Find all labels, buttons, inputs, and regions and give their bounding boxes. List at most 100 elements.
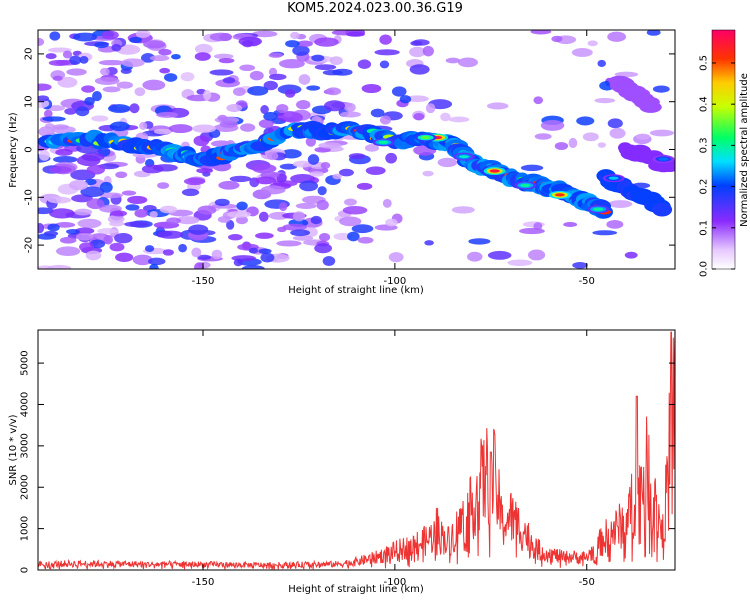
heatmap-noise-blob — [379, 115, 392, 125]
line-plot-background — [38, 330, 675, 570]
heatmap-noise-blob — [75, 106, 90, 117]
heatmap-noise-blob — [412, 39, 430, 46]
heatmap-noise-blob — [211, 249, 223, 260]
heatmap-noise-blob — [445, 57, 461, 64]
top-y-axis: -20 -10 0 10 20 — [24, 48, 675, 253]
heatmap-noise-blob — [652, 85, 670, 93]
heatmap-noise-blob — [157, 182, 170, 189]
heatmap-noise-layer — [38, 30, 675, 269]
x-tick-label: -150 — [192, 276, 215, 287]
heatmap-noise-blob — [239, 64, 256, 72]
heatmap-noise-blob — [238, 36, 262, 47]
heatmap-noise-blob — [229, 175, 252, 183]
heatmap-noise-blob — [251, 30, 278, 38]
heatmap-noise-blob — [320, 161, 331, 169]
heatmap-noise-blob — [314, 243, 333, 254]
heatmap-noise-blob — [255, 176, 277, 185]
heatmap-noise-blob — [348, 153, 366, 160]
heatmap-noise-blob — [278, 58, 305, 69]
colorbar-tick-label: 0.2 — [699, 179, 710, 195]
heatmap-noise-blob — [38, 37, 45, 47]
heatmap-hotspot-core — [458, 155, 469, 159]
bottom-panel: -150 -100 -50 0 1000 2000 3000 4000 5000 Height… — [8, 329, 676, 595]
heatmap-noise-blob — [385, 152, 398, 164]
heatmap-noise-blob — [232, 87, 246, 97]
heatmap-noise-blob — [440, 112, 451, 122]
heatmap-noise-blob — [283, 111, 293, 118]
heatmap-noise-blob — [314, 64, 337, 71]
heatmap-noise-blob — [74, 208, 93, 216]
heatmap-noise-blob — [351, 224, 374, 234]
heatmap-noise-blob — [99, 192, 124, 199]
heatmap-noise-blob — [53, 156, 78, 163]
heatmap-noise-blob — [149, 263, 159, 269]
heatmap-noise-blob — [49, 31, 61, 41]
heatmap-noise-blob — [194, 43, 213, 55]
heatmap-noise-blob — [183, 177, 206, 186]
heatmap-noise-blob — [43, 109, 53, 118]
heatmap-noise-blob — [121, 190, 137, 196]
heatmap-noise-blob — [292, 235, 314, 241]
heatmap-noise-blob — [121, 58, 145, 68]
colorbar: 0.0 0.1 0.2 0.3 0.4 0.5 Normalized spectral a… — [699, 29, 750, 277]
heatmap-noise-blob — [607, 31, 627, 42]
heatmap-noise-blob — [180, 72, 195, 82]
heatmap-noise-blob — [84, 97, 95, 106]
heatmap-noise-blob — [188, 224, 209, 235]
heatmap-noise-blob — [635, 133, 651, 140]
top-x-axis: -150 -100 -50 — [192, 30, 595, 287]
heatmap-hotspot-core — [554, 193, 565, 197]
heatmap-noise-blob — [311, 54, 325, 62]
heatmap-noise-blob — [409, 64, 430, 75]
heatmap-noise-blob — [276, 103, 289, 114]
heatmap-noise-blob — [159, 67, 171, 74]
colorbar-ticks: 0.0 0.1 0.2 0.3 0.4 0.5 — [699, 55, 735, 277]
colorbar-tick-label: 0.3 — [699, 137, 710, 153]
heatmap-noise-blob — [85, 178, 97, 186]
heatmap-noise-blob — [42, 116, 66, 122]
heatmap-noise-blob — [594, 97, 616, 104]
bottom-x-axis-label: Height of straight line (km) — [288, 584, 424, 595]
heatmap-noise-blob — [193, 135, 210, 147]
heatmap-noise-blob — [159, 205, 178, 214]
heatmap-noise-blob — [322, 256, 336, 267]
heatmap-noise-blob — [609, 127, 626, 139]
heatmap-noise-blob — [361, 83, 382, 94]
heatmap-noise-blob — [305, 136, 317, 147]
heatmap-noise-blob — [530, 30, 552, 35]
heatmap-noise-blob — [64, 107, 77, 115]
heatmap-noise-blob — [258, 119, 274, 129]
heatmap-noise-blob — [382, 198, 392, 208]
heatmap-noise-blob — [194, 52, 211, 61]
heatmap-noise-blob — [314, 37, 339, 47]
heatmap-noise-blob — [49, 166, 72, 174]
heatmap-noise-blob — [424, 240, 434, 246]
heatmap-noise-blob — [127, 195, 148, 205]
heatmap-noise-blob — [370, 108, 385, 118]
heatmap-noise-blob — [92, 91, 102, 102]
heatmap-noise-blob — [608, 200, 633, 208]
heatmap-noise-blob — [75, 232, 94, 241]
heatmap-noise-blob — [62, 50, 73, 59]
heatmap-noise-blob — [192, 124, 217, 133]
heatmap-noise-blob — [290, 31, 300, 40]
heatmap-noise-blob — [228, 234, 243, 241]
x-tick-label: -150 — [192, 577, 215, 588]
heatmap-noise-blob — [81, 85, 95, 93]
y-tick-label: -10 — [24, 189, 35, 205]
heatmap-noise-blob — [72, 32, 98, 42]
heatmap-noise-blob — [571, 48, 593, 57]
heatmap-noise-blob — [214, 198, 230, 207]
heatmap-noise-blob — [69, 55, 82, 65]
heatmap-noise-blob — [158, 48, 172, 56]
y-tick-label: 1000 — [20, 516, 31, 541]
heatmap-noise-blob — [269, 73, 287, 81]
heatmap-noise-blob — [162, 249, 175, 256]
x-tick-label: -100 — [384, 276, 407, 287]
heatmap-noise-blob — [222, 77, 236, 84]
heatmap-noise-blob — [307, 154, 320, 165]
heatmap-noise-blob — [191, 247, 202, 258]
heatmap-noise-blob — [457, 57, 479, 68]
heatmap-noise-blob — [649, 129, 675, 137]
